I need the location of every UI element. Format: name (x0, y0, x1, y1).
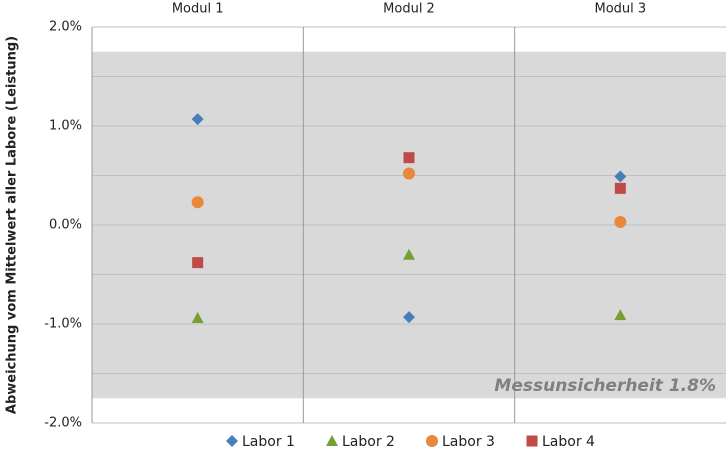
data-point (614, 309, 627, 321)
x-tick-label: Modul 1 (172, 2, 224, 17)
legend-marker (526, 435, 538, 447)
y-axis-label: Abweichung vom Mittelwert aller Labore (… (5, 36, 20, 414)
legend-marker (426, 435, 438, 447)
data-point (403, 167, 415, 180)
legend-marker (226, 435, 238, 447)
x-tick-label: Modul 3 (594, 2, 646, 17)
data-point (614, 170, 627, 183)
legend-label: Labor 4 (542, 434, 595, 450)
data-point (403, 311, 415, 324)
x-tick-label: Modul 2 (383, 2, 435, 17)
annotation: Messunsicherheit 1.8% (494, 376, 716, 396)
data-point (191, 113, 204, 126)
data-point (403, 152, 415, 164)
y-tick-label: -2.0% (44, 416, 82, 431)
data-point (191, 196, 204, 209)
data-point (192, 257, 204, 269)
legend-label: Labor 3 (442, 434, 495, 450)
y-tick-label: 2.0% (49, 20, 82, 35)
data-point (614, 216, 627, 229)
data-point (403, 248, 415, 260)
data-point (191, 312, 204, 324)
legend-label: Labor 1 (242, 434, 295, 450)
y-tick-label: -1.0% (44, 317, 82, 332)
data-point (614, 182, 626, 194)
y-tick-label: 0.0% (49, 218, 82, 233)
y-tick-label: 1.0% (49, 119, 82, 134)
legend-label: Labor 2 (342, 434, 395, 450)
legend-marker (326, 435, 338, 446)
